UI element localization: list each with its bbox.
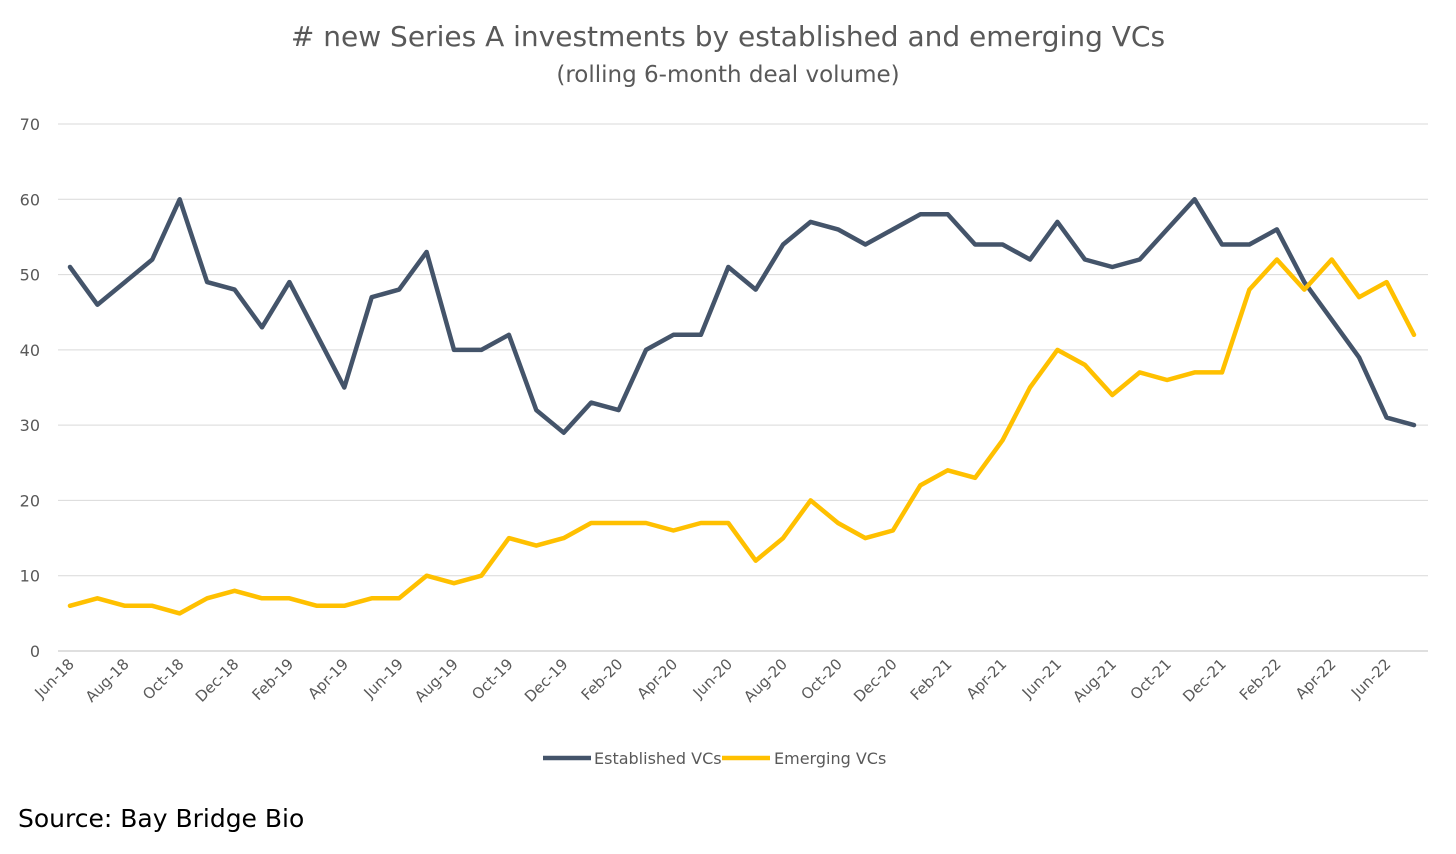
x-tick-label: Aug-21 [1069, 655, 1120, 706]
x-tick-label: Oct-20 [797, 655, 845, 703]
x-tick-label: Dec-19 [521, 655, 572, 706]
y-tick-label: 60 [20, 190, 40, 209]
x-tick-label: Feb-19 [248, 655, 297, 704]
line-chart: 0 10 20 30 40 50 60 70 Jun-18 Aug-18 Oct-18 Dec-18… [20, 115, 1428, 768]
x-axis: Jun-18 Aug-18 Oct-18 Dec-18 Feb-19 Apr-19 Jun-… [30, 655, 1394, 706]
x-tick-label: Dec-21 [1179, 655, 1230, 706]
x-tick-label: Aug-18 [82, 655, 133, 706]
x-tick-label: Apr-19 [304, 655, 352, 703]
chart-subtitle: (rolling 6-month deal volume) [556, 62, 900, 88]
y-tick-label: 0 [30, 642, 40, 661]
x-tick-label: Apr-21 [963, 655, 1011, 703]
x-tick-label: Dec-20 [850, 655, 901, 706]
y-tick-label: 50 [20, 266, 40, 285]
x-tick-label: Jun-21 [1018, 655, 1065, 702]
x-tick-label: Dec-18 [192, 655, 243, 706]
x-tick-label: Apr-20 [634, 655, 682, 703]
x-tick-label: Oct-18 [139, 655, 187, 703]
x-tick-label: Feb-22 [1236, 655, 1285, 704]
x-tick-label: Feb-20 [578, 655, 627, 704]
x-tick-label: Aug-19 [411, 655, 462, 706]
y-tick-label: 10 [20, 567, 40, 586]
legend: Established VCs Emerging VCs [543, 749, 886, 768]
x-tick-label: Feb-21 [907, 655, 956, 704]
x-tick-label: Jun-22 [1347, 655, 1394, 702]
x-tick-label: Jun-20 [689, 655, 736, 702]
y-tick-label: 30 [20, 416, 40, 435]
legend-label-established: Established VCs [594, 749, 722, 768]
x-tick-label: Apr-22 [1292, 655, 1340, 703]
legend-label-emerging: Emerging VCs [774, 749, 886, 768]
y-tick-label: 20 [20, 491, 40, 510]
chart-title: # new Series A investments by establishe… [290, 20, 1166, 53]
series-line-established [67, 197, 1417, 435]
x-tick-label: Jun-19 [360, 655, 407, 702]
y-axis: 0 10 20 30 40 50 60 70 [20, 115, 40, 661]
x-tick-label: Aug-20 [740, 655, 791, 706]
x-tick-label: Oct-19 [468, 655, 516, 703]
y-tick-label: 40 [20, 341, 40, 360]
source-note: Source: Bay Bridge Bio [18, 804, 305, 833]
x-tick-label: Oct-21 [1127, 655, 1175, 703]
series-lines [67, 197, 1417, 616]
x-tick-label: Jun-18 [30, 655, 77, 702]
y-tick-label: 70 [20, 115, 40, 134]
series-line-emerging [67, 257, 1417, 616]
gridlines [58, 123, 1428, 652]
